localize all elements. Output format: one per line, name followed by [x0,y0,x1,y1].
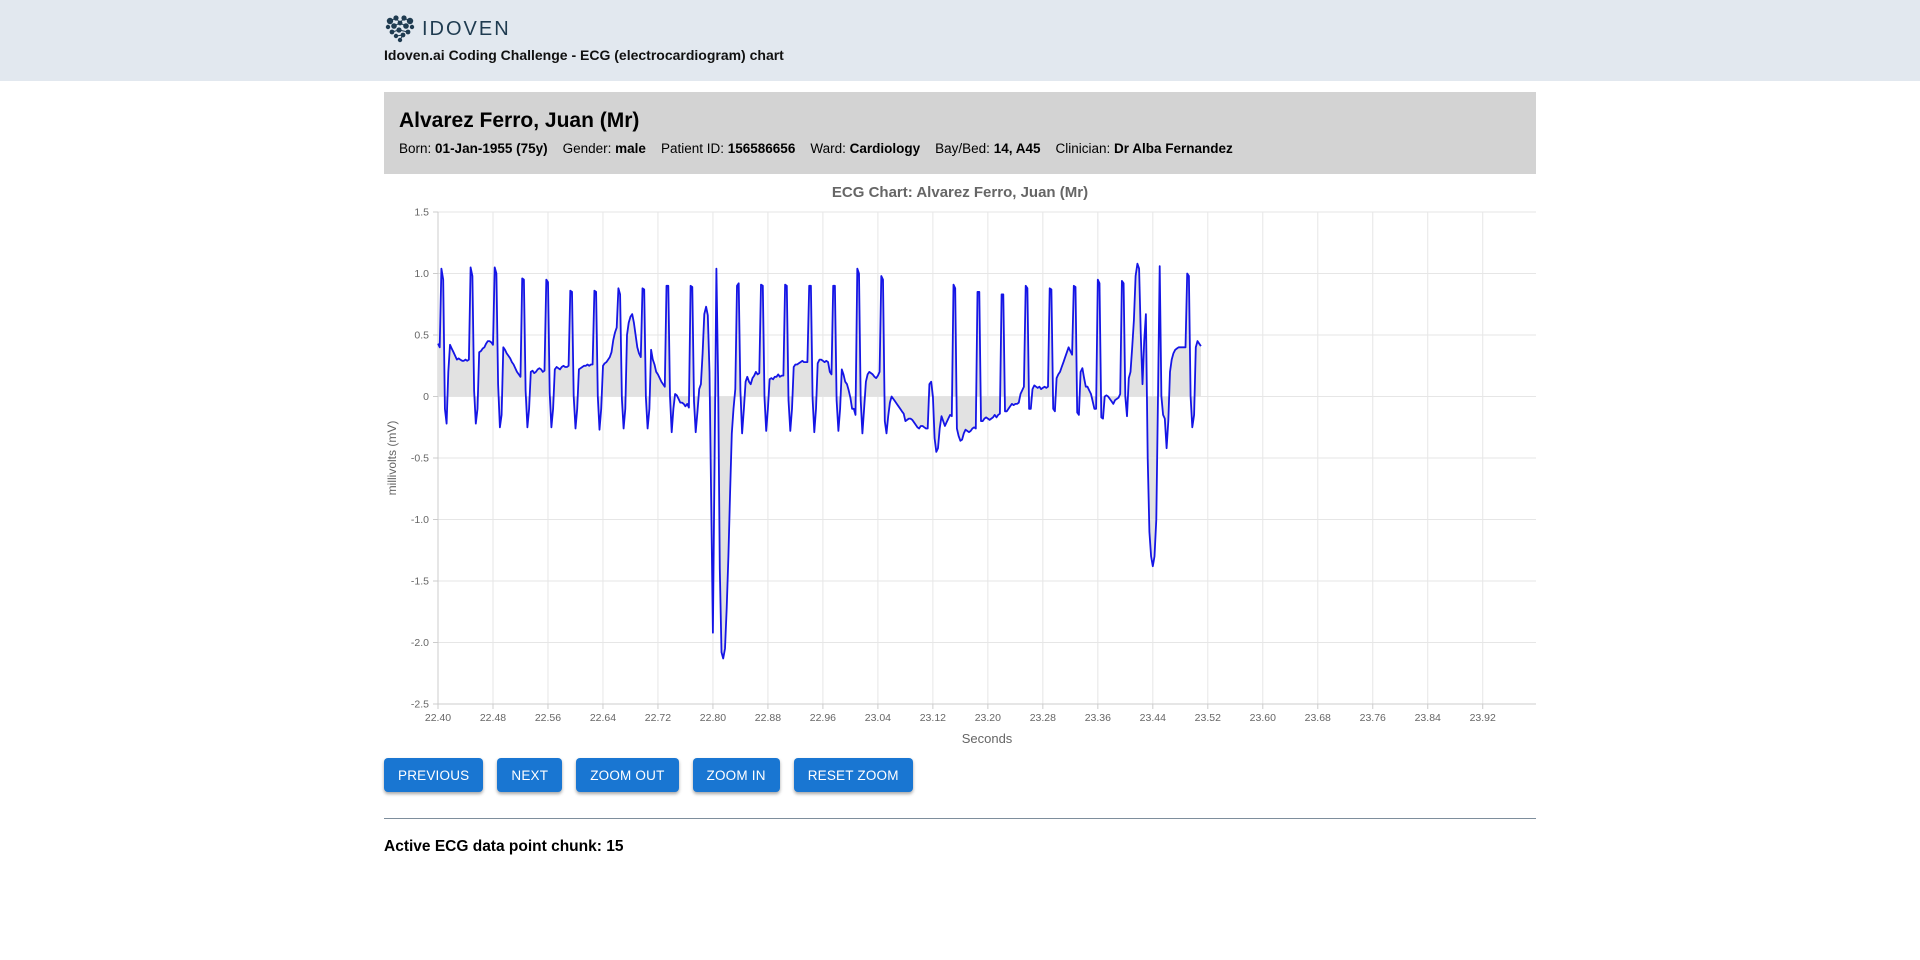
y-tick-label: -1.5 [411,576,429,588]
x-tick-label: 23.92 [1470,712,1496,724]
x-tick-label: 22.72 [645,712,671,724]
zoom-in-button[interactable]: ZOOM IN [692,758,780,792]
x-tick-label: 22.80 [700,712,726,724]
ecg-area-fill [438,263,1201,659]
divider [384,818,1536,819]
x-tick-label: 22.56 [535,712,561,724]
y-tick-label: -2.0 [411,637,429,649]
x-tick-label: 23.12 [920,712,946,724]
x-tick-label: 22.64 [590,712,616,724]
ecg-series-line[interactable] [437,262,1202,660]
active-chunk-label: Active ECG data point chunk: [384,838,602,855]
x-tick-label: 23.28 [1030,712,1056,724]
top-bar: IDOVEN Idoven.ai Coding Challenge - ECG … [0,0,1920,81]
patient-bay-bed: Bay/Bed: 14, A45 [935,141,1041,156]
y-tick-label: 0.5 [414,330,429,342]
x-tick-label: 23.84 [1415,712,1441,724]
previous-button[interactable]: PREVIOUS [384,758,484,792]
x-tick-label: 23.52 [1195,712,1221,724]
app-subtitle: Idoven.ai Coding Challenge - ECG (electr… [384,47,784,63]
patient-clinician: Clinician: Dr Alba Fernandez [1055,141,1233,156]
patient-born: Born: 01-Jan-1955 (75y) [399,141,548,156]
x-tick-label: 23.60 [1250,712,1276,724]
x-tick-label: 23.36 [1085,712,1111,724]
brand-name: IDOVEN [422,17,511,40]
patient-gender: Gender: male [562,141,646,156]
x-tick-label: 23.20 [975,712,1001,724]
y-tick-label: 0 [423,391,429,403]
patient-banner: Alvarez Ferro, Juan (Mr) Born: 01-Jan-19… [384,92,1536,174]
x-tick-label: 23.04 [865,712,891,724]
heart-network-icon [385,15,415,43]
patient-id: Patient ID: 156586656 [660,141,796,156]
x-tick-label: 22.40 [425,712,451,724]
patient-name: Alvarez Ferro, Juan (Mr) [399,109,640,132]
x-tick-label: 23.76 [1360,712,1386,724]
x-tick-label: 23.68 [1305,712,1331,724]
active-chunk-value: 15 [606,838,624,855]
chart-title: ECG Chart: Alvarez Ferro, Juan (Mr) [832,184,1088,201]
y-tick-label: 1.5 [414,207,429,219]
y-tick-label: 1.0 [414,268,429,280]
reset-zoom-button[interactable]: RESET ZOOM [793,758,913,792]
x-axis-label: Seconds [962,731,1013,746]
x-tick-label: 22.48 [480,712,506,724]
patient-ward: Ward: Cardiology [810,141,921,156]
zoom-out-button[interactable]: ZOOM OUT [576,758,679,792]
y-axis-label: millivolts (mV) [385,421,399,496]
y-tick-label: -1.0 [411,514,429,526]
y-tick-label: -2.5 [411,699,429,711]
ecg-chart-svg[interactable]: ECG Chart: Alvarez Ferro, Juan (Mr) 1.5 1… [384,178,1536,752]
brand-logo[interactable]: IDOVEN [384,13,511,45]
x-tick-label: 22.88 [755,712,781,724]
x-tick-label: 23.44 [1140,712,1166,724]
chart-controls: PREVIOUS NEXT ZOOM OUT ZOOM IN RESET ZOO… [384,758,927,792]
y-tick-label: -0.5 [411,453,429,465]
next-button[interactable]: NEXT [497,758,563,792]
active-chunk-status: Active ECG data point chunk: 15 [384,838,623,856]
patient-info: Born: 01-Jan-1955 (75y) Gender: male Pat… [399,141,1521,156]
ecg-chart[interactable]: ECG Chart: Alvarez Ferro, Juan (Mr) 1.5 1… [384,178,1536,752]
x-tick-label: 22.96 [810,712,836,724]
